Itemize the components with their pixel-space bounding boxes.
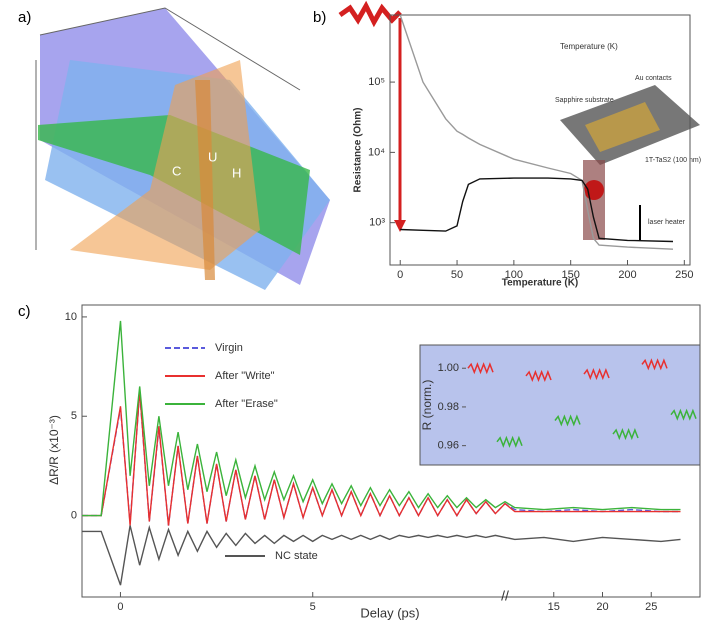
y-tick-label: 1.00 <box>438 362 459 374</box>
y-tick-label: 10 <box>65 311 77 323</box>
series-line <box>82 390 681 526</box>
step-segment <box>641 358 668 371</box>
step-segment <box>496 435 523 448</box>
y-tick-label: 0.98 <box>438 401 459 413</box>
plot-frame <box>389 14 691 266</box>
y-tick-label: 10⁵ <box>368 76 385 88</box>
inset-label: Temperature (K) <box>560 42 618 51</box>
x-tick-label: 15 <box>548 601 560 613</box>
x-tick-label: 150 <box>562 269 580 281</box>
step-segment <box>583 367 610 381</box>
x-axis-label: Temperature (K) <box>502 278 579 289</box>
panel-label: a) <box>18 9 31 26</box>
y-tick-label: 10³ <box>369 217 385 229</box>
inset-label: 1T-TaS2 (100 nm) <box>645 157 701 164</box>
laser-pulse <box>338 0 402 28</box>
arrow-head <box>394 220 406 232</box>
y-tick-label: 5 <box>71 410 77 422</box>
x-axis-label: Delay (ps) <box>360 605 419 620</box>
legend-label: After "Write" <box>215 370 275 382</box>
y-axis-label: Resistance (Ohm) <box>353 107 364 192</box>
legend-label: After "Erase" <box>215 398 278 410</box>
inset-label: Sapphire substrate <box>555 97 614 104</box>
point-label: H <box>232 165 241 180</box>
y-tick-label: 10⁴ <box>368 146 385 158</box>
step-segment <box>612 427 639 441</box>
legend-label: NC state <box>275 550 318 562</box>
device-inset <box>560 85 700 240</box>
axis-break: // <box>501 588 509 604</box>
series-line <box>82 524 681 586</box>
y-axis-label: R (norm.) <box>420 380 434 431</box>
point-label: C <box>172 163 181 178</box>
x-tick-label: 200 <box>618 269 636 281</box>
x-tick-label: 50 <box>451 269 463 281</box>
x-tick-label: 20 <box>596 601 608 613</box>
legend-label: Virgin <box>215 342 243 354</box>
x-tick-label: 250 <box>675 269 693 281</box>
step-segment <box>467 362 494 375</box>
step-segment <box>554 414 581 427</box>
y-tick-label: 0 <box>71 509 77 521</box>
series-line <box>400 177 674 243</box>
x-tick-label: 25 <box>645 601 657 613</box>
inset-label: Au contacts <box>635 75 672 82</box>
step-segment <box>670 408 697 421</box>
series-line <box>82 320 681 517</box>
x-tick-label: 0 <box>117 601 123 613</box>
panel-label: b) <box>313 9 326 26</box>
surface-diagram <box>35 7 330 290</box>
x-tick-label: 5 <box>310 601 316 613</box>
step-segment <box>525 369 552 383</box>
series-line <box>399 14 674 250</box>
y-axis-label: ΔR/R (x10⁻³) <box>47 415 61 485</box>
x-tick-label: 100 <box>505 269 523 281</box>
x-tick-label: 0 <box>397 269 403 281</box>
y-tick-label: 0.96 <box>438 440 459 452</box>
inset-label: laser heater <box>648 219 686 226</box>
point-label: U <box>208 149 217 164</box>
panel-label: c) <box>18 303 31 320</box>
